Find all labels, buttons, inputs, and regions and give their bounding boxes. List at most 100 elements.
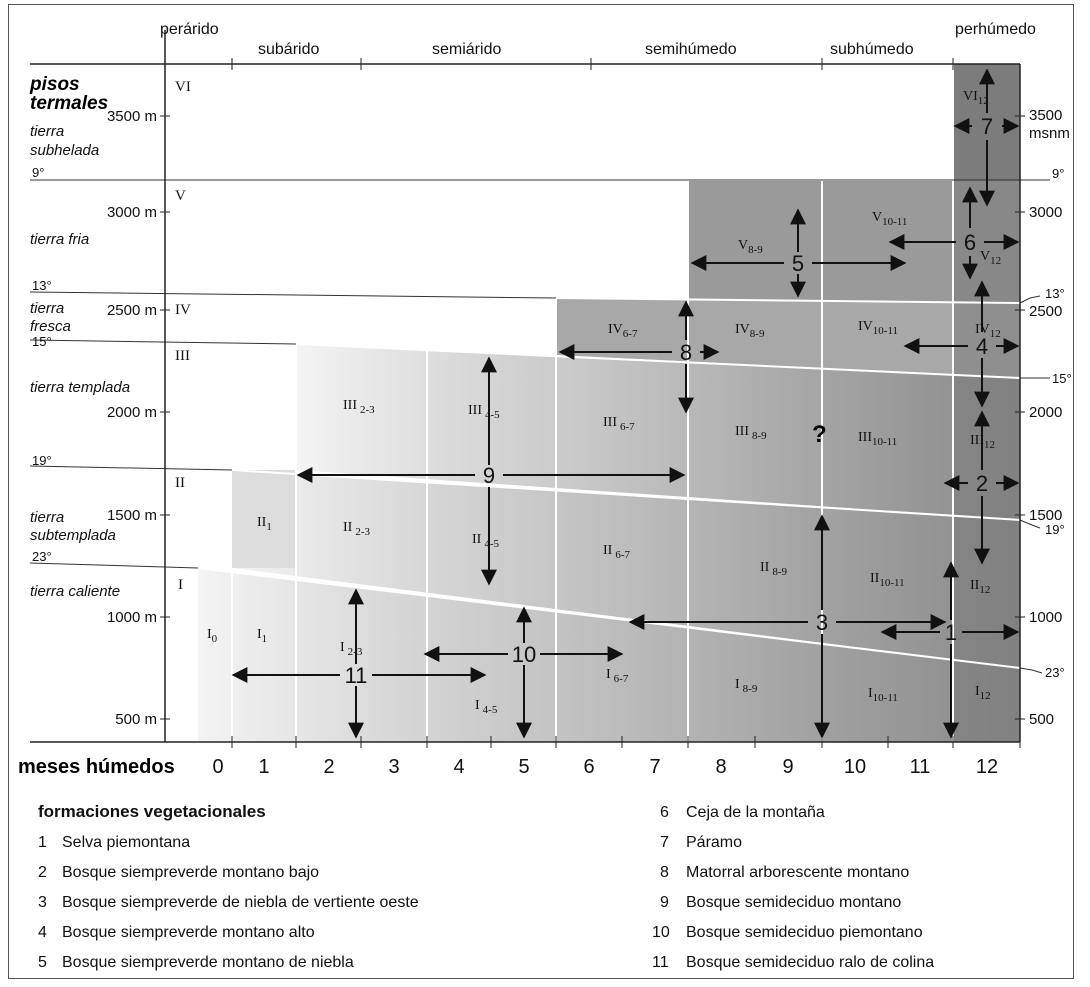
cell-iv-10-11: IV10-11 — [858, 319, 898, 337]
formation-arrows — [231, 68, 1020, 739]
cell-ii-8-9: II 8-9 — [760, 560, 787, 578]
cell-i-0: I0 — [207, 627, 218, 645]
pisos-title-line1: pisos — [29, 74, 80, 95]
right-temp-15: 15° — [1052, 371, 1072, 386]
zone-semiarido: semiárido — [432, 41, 501, 58]
month-10: 10 — [844, 756, 866, 778]
cell-i-6-7: I 6-7 — [606, 667, 629, 685]
cell-i-12: I12 — [975, 684, 991, 702]
cell-ii-6-7: II 6-7 — [603, 543, 630, 561]
roman-iv: IV — [175, 302, 191, 318]
roman-i: I — [178, 577, 183, 593]
left-alt-1000: 1000 m — [107, 609, 157, 626]
legend-item-8: 8 Matorral arborescente montano — [660, 864, 909, 881]
month-9: 9 — [782, 756, 793, 778]
right-alt-3000: 3000 — [1029, 204, 1062, 221]
cell-v-12: V12 — [980, 249, 1001, 267]
cell-ii-1: II1 — [257, 515, 272, 533]
cell-iii-12: III12 — [970, 433, 995, 451]
right-temp-9: 9° — [1052, 166, 1064, 181]
left-temp-15: 15° — [32, 334, 52, 349]
formation-number-6: 6 — [964, 230, 976, 255]
piso-subtemplada-2: subtemplada — [30, 527, 116, 544]
legend-item-10: 10 Bosque semideciduo piemontano — [652, 924, 923, 941]
left-temp-9: 9° — [32, 165, 44, 180]
month-1: 1 — [258, 756, 269, 778]
left-alt-500: 500 m — [115, 711, 157, 728]
piso-fresca-2: fresca — [30, 318, 71, 335]
piso-templada: tierra templada — [30, 379, 130, 396]
month-0: 0 — [212, 756, 223, 778]
roman-v: V — [175, 188, 186, 204]
cell-ii-12: II12 — [970, 578, 990, 596]
cell-i-8-9: I 8-9 — [735, 677, 758, 695]
month-12: 12 — [976, 756, 998, 778]
roman-ii: II — [175, 475, 185, 491]
legend-item-5: 5 Bosque siempreverde montano de niebla — [38, 954, 354, 971]
formation-number-1: 1 — [945, 620, 957, 645]
cell-vi-12: VI12 — [963, 89, 989, 107]
legend-item-9: 9 Bosque semideciduo montano — [660, 894, 901, 911]
month-4: 4 — [453, 756, 464, 778]
roman-vi: VI — [175, 79, 191, 95]
zone-perarido: perárido — [160, 21, 219, 38]
axes — [30, 30, 1021, 743]
cell-ii-10-11: II10-11 — [870, 571, 905, 589]
zone-subhumedo: subhúmedo — [830, 41, 914, 58]
left-alt-2500: 2500 m — [107, 302, 157, 319]
piso-subhelada-2: subhelada — [30, 142, 99, 159]
formation-number-5: 5 — [792, 251, 804, 276]
legend-item-1: 1 Selva piemontana — [38, 834, 190, 851]
isotherm-lines — [29, 179, 1050, 674]
right-temp-13: 13° — [1045, 286, 1065, 301]
right-alt-msnm: msnm — [1029, 125, 1070, 142]
month-7: 7 — [649, 756, 660, 778]
legend-item-2: 2 Bosque siempreverde montano bajo — [38, 864, 319, 881]
piso-subhelada-1: tierra — [30, 123, 64, 140]
left-alt-3000: 3000 m — [107, 204, 157, 221]
formation-number-10: 10 — [512, 642, 536, 667]
formation-number-2: 2 — [976, 471, 988, 496]
cell-i-1: I1 — [257, 627, 267, 645]
legend-item-11: 11 Bosque semideciduo ralo de colina — [652, 954, 934, 971]
piso-caliente: tierra caliente — [30, 583, 120, 600]
zone-semihumedo: semihúmedo — [645, 41, 737, 58]
shaded-areas — [198, 64, 1020, 742]
zone-subarido: subárido — [258, 41, 319, 58]
right-alt-2000: 2000 — [1029, 404, 1062, 421]
cell-iv-6-7: IV6-7 — [608, 322, 638, 340]
formation-number-9: 9 — [483, 463, 495, 488]
legend-item-6: 6 Ceja de la montaña — [660, 804, 825, 821]
cell-iii-6-7: III 6-7 — [603, 415, 635, 433]
right-alt-500: 500 — [1029, 711, 1054, 728]
left-alt-3500: 3500 m — [107, 108, 157, 125]
question-mark: ? — [812, 421, 827, 448]
cell-iii-10-11: III10-11 — [858, 430, 897, 448]
formation-number-7: 7 — [981, 114, 993, 139]
months-axis-label: meses húmedos — [18, 756, 175, 778]
alt-ticks — [160, 115, 1025, 720]
cell-v-8-9: V8-9 — [738, 238, 763, 256]
piso-fria: tierra fria — [30, 231, 89, 248]
legend-title: formaciones vegetacionales — [38, 802, 266, 821]
cell-iv-8-9: IV8-9 — [735, 322, 765, 340]
cell-i-4-5: I 4-5 — [475, 698, 498, 716]
month-5: 5 — [518, 756, 529, 778]
legend-item-7: 7 Páramo — [660, 834, 742, 851]
right-alt-1000: 1000 — [1029, 609, 1062, 626]
legend-right: 6 Ceja de la montaña 7 Páramo 8 Matorral ar… — [652, 804, 934, 971]
cell-i-10-11: I10-11 — [868, 686, 898, 704]
zone-ticks — [231, 58, 954, 70]
cell-ii-2-3: II 2-3 — [343, 520, 370, 538]
right-alt-3500: 3500 — [1029, 107, 1062, 124]
formation-number-8: 8 — [680, 340, 692, 365]
piso-fresca-1: tierra — [30, 300, 64, 317]
month-3: 3 — [388, 756, 399, 778]
month-8: 8 — [715, 756, 726, 778]
zone-perhumedo: perhúmedo — [955, 21, 1036, 38]
left-alt-1500: 1500 m — [107, 507, 157, 524]
right-alt-2500: 2500 — [1029, 303, 1062, 320]
month-11: 11 — [910, 756, 931, 778]
cell-iii-8-9: III 8-9 — [735, 424, 767, 442]
